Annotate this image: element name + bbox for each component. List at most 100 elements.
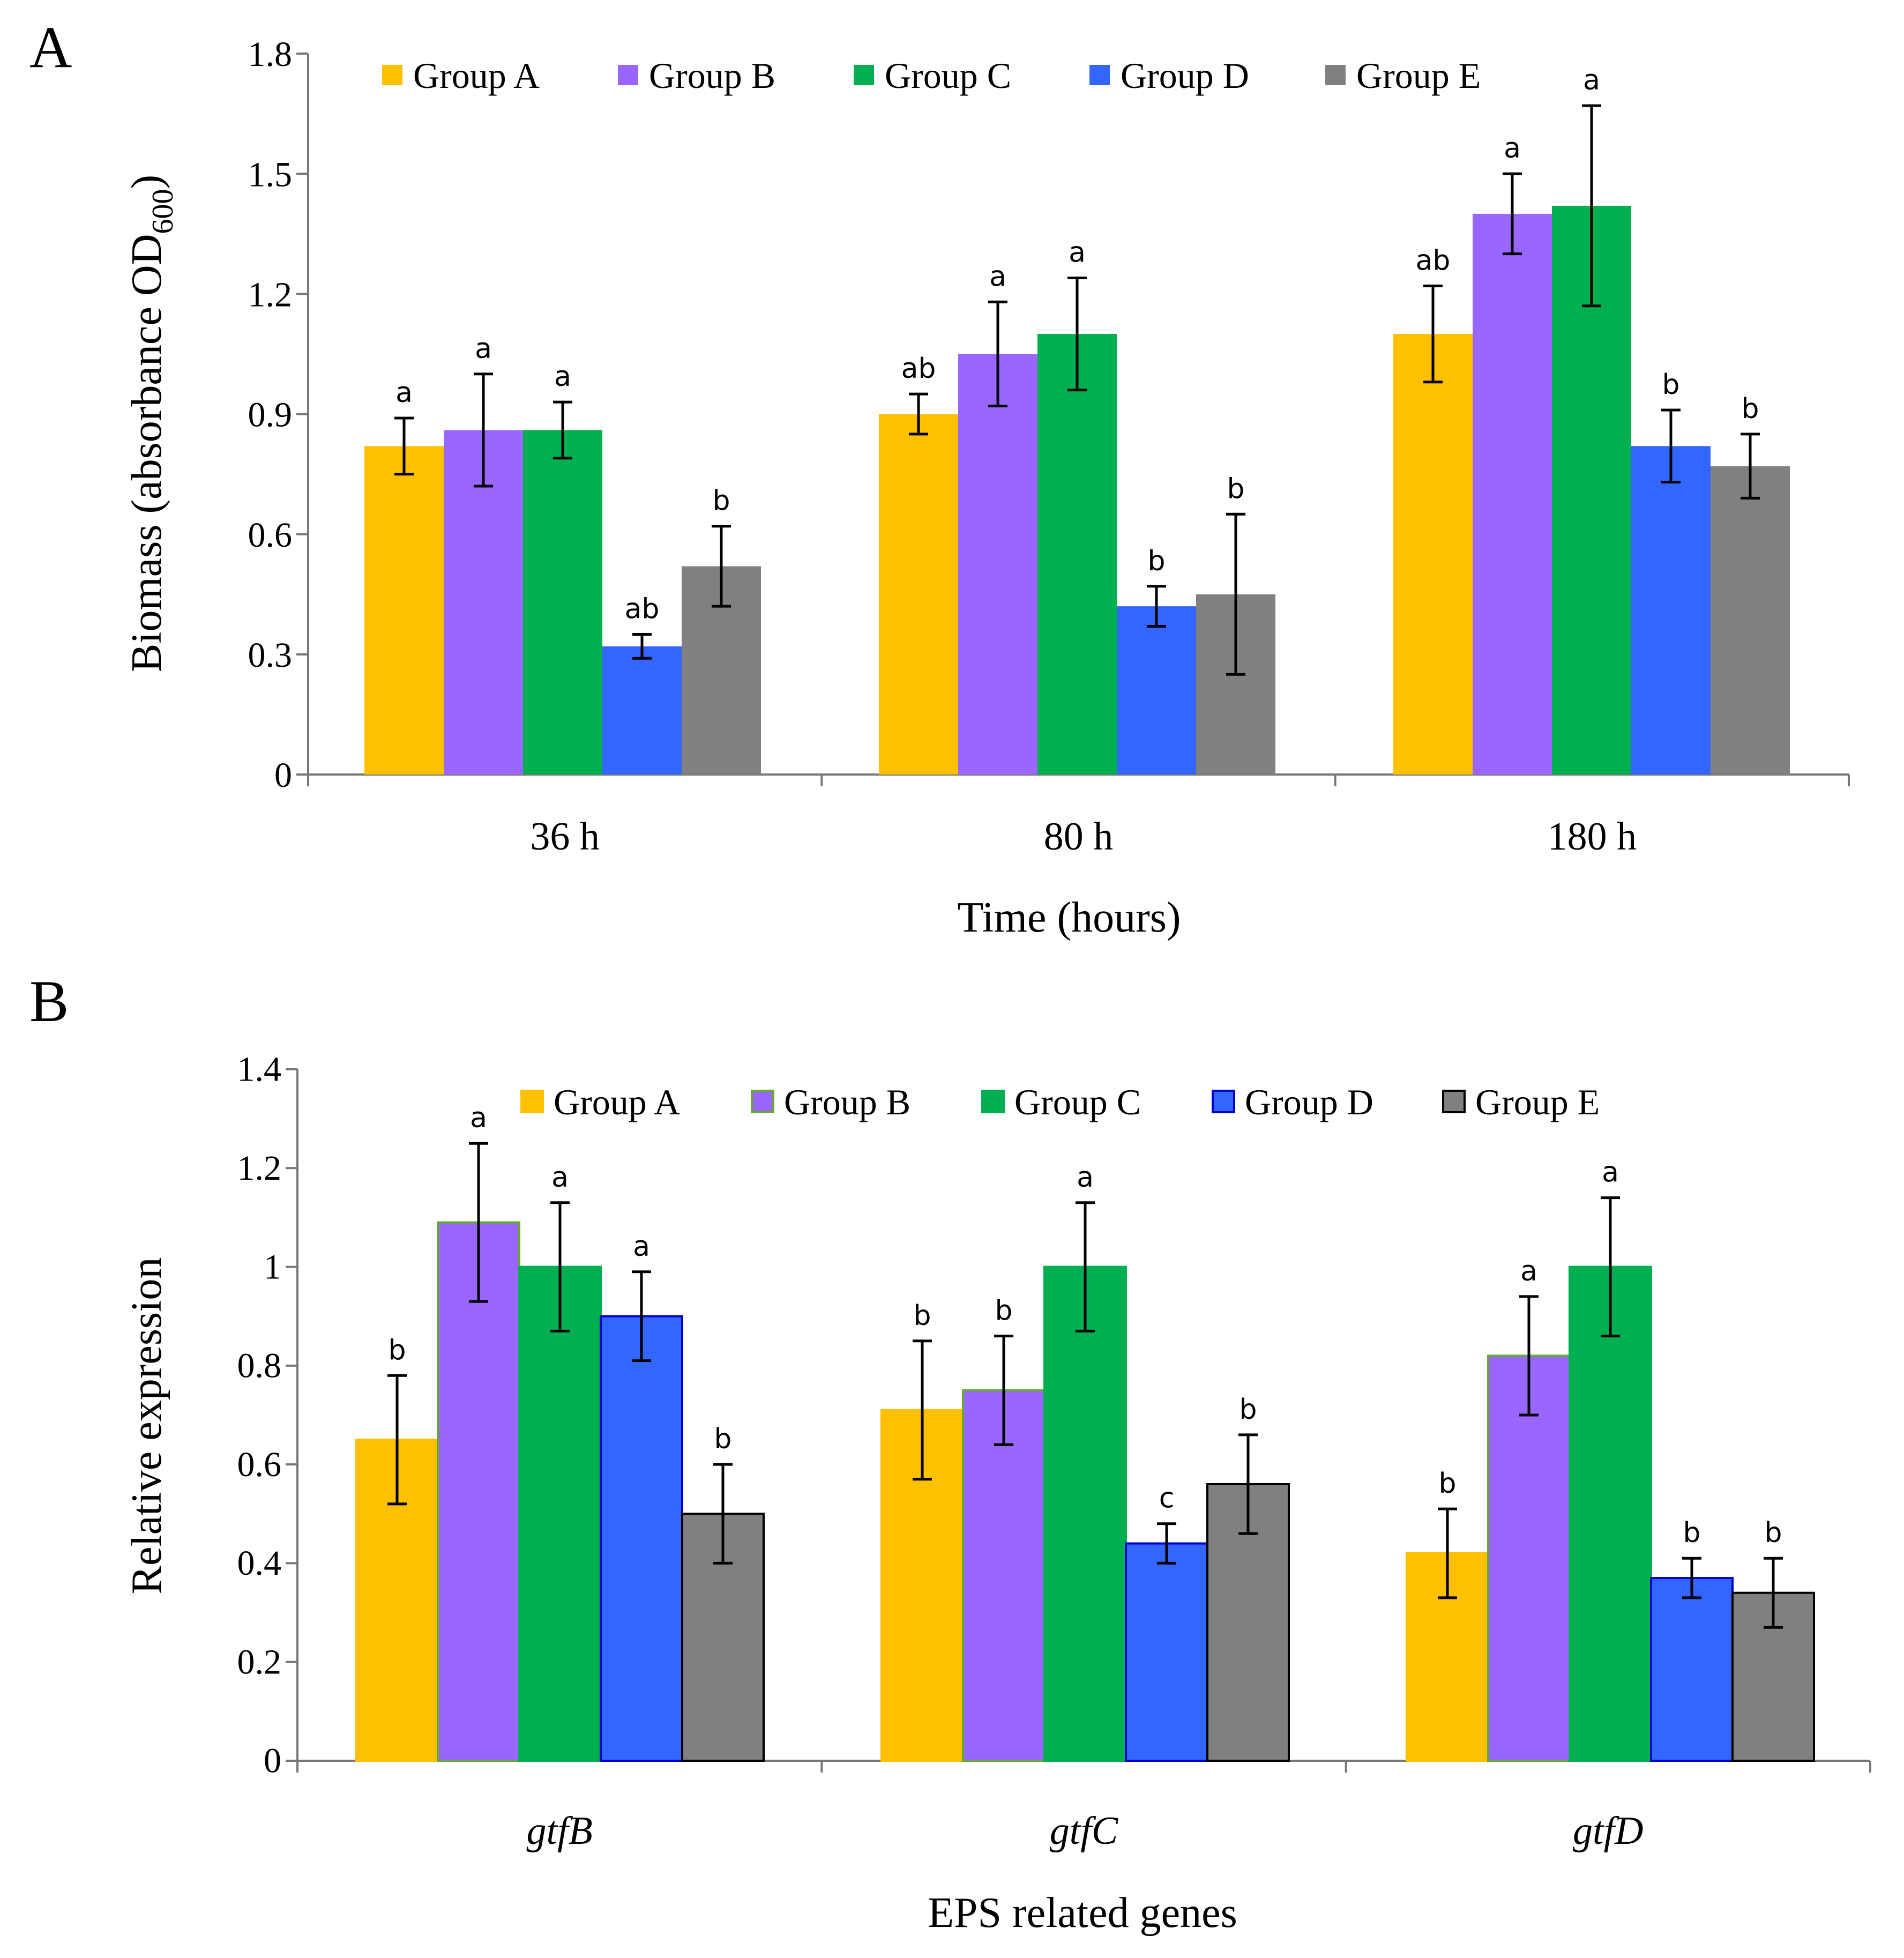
bar: [602, 646, 682, 775]
legend-swatch: [1442, 1090, 1466, 1113]
significance-label: b: [1147, 545, 1165, 577]
legend-swatch: [1089, 65, 1110, 85]
x-tick-label: gtfC: [1050, 1809, 1119, 1853]
legend-swatch: [382, 65, 402, 85]
significance-label: a: [989, 260, 1006, 293]
significance-label: b: [714, 1423, 731, 1455]
significance-label: b: [1662, 369, 1679, 401]
bar: [880, 1409, 964, 1762]
y-tick-label: 0: [274, 756, 292, 795]
legend-entry: Group E: [1475, 1082, 1600, 1122]
significance-label: a: [395, 377, 413, 409]
significance-label: b: [388, 1334, 406, 1366]
bar: [523, 430, 602, 775]
significance-label: c: [1159, 1483, 1175, 1515]
bar: [958, 354, 1037, 775]
y-tick-label: 1.2: [248, 275, 293, 314]
significance-label: ab: [901, 353, 936, 385]
significance-label: b: [913, 1300, 931, 1332]
legend-entry: Group D: [1245, 1082, 1373, 1122]
bar: [879, 414, 958, 775]
bar: [1631, 446, 1711, 775]
bar: [962, 1389, 1046, 1762]
significance-label: a: [1077, 1162, 1094, 1194]
bar: [1711, 466, 1790, 775]
bar: [1393, 334, 1473, 775]
significance-label: b: [1239, 1394, 1257, 1426]
panel-b: B Relative expression EPS related genes …: [29, 969, 1871, 1937]
x-tick-label: 36 h: [530, 815, 600, 859]
legend-swatch: [981, 1090, 1005, 1113]
significance-label: a: [1069, 236, 1086, 269]
significance-label: a: [551, 1162, 569, 1194]
x-tick-label: gtfB: [527, 1809, 593, 1853]
significance-label: a: [1504, 132, 1521, 165]
bar: [1043, 1265, 1127, 1762]
y-tick-label: 0: [264, 1741, 281, 1781]
legend-entry: Group B: [784, 1082, 910, 1122]
bar: [518, 1265, 602, 1762]
significance-label: a: [1583, 64, 1600, 96]
y-axis-title-a-main: Biomass (absorbance OD: [123, 234, 170, 673]
y-tick-label: 1.8: [248, 35, 293, 74]
significance-label: ab: [625, 593, 660, 625]
bar: [1117, 606, 1196, 775]
y-axis-title-a-subscript: 600: [146, 189, 180, 234]
significance-label: a: [1602, 1157, 1619, 1189]
y-tick-label: 0.6: [237, 1445, 282, 1484]
legend-entry: Group B: [649, 55, 775, 96]
significance-label: b: [1741, 393, 1759, 425]
y-axis-title-b: Relative expression: [123, 1257, 170, 1595]
bar: [1037, 334, 1117, 775]
legend-swatch: [1325, 65, 1346, 85]
y-tick-label: 0.3: [248, 636, 293, 675]
x-axis-title-b: EPS related genes: [928, 1889, 1237, 1937]
legend-swatch: [1212, 1090, 1235, 1113]
bar: [437, 1221, 520, 1762]
bar: [364, 446, 444, 775]
significance-label: ab: [1416, 244, 1451, 277]
legend-entry: Group C: [1014, 1082, 1141, 1122]
bar: [1487, 1354, 1571, 1762]
bar: [1569, 1265, 1652, 1762]
x-tick-label: 80 h: [1044, 815, 1114, 859]
legend-entry: Group E: [1356, 55, 1481, 96]
bar: [600, 1315, 683, 1762]
y-tick-label: 0.2: [237, 1642, 282, 1681]
y-tick-label: 1.4: [237, 1050, 282, 1089]
y-tick-label: 1: [264, 1247, 281, 1286]
y-axis-title-a-close: ): [123, 175, 170, 189]
significance-label: a: [1520, 1255, 1537, 1287]
significance-label: b: [995, 1295, 1012, 1327]
y-tick-label: 0.4: [237, 1544, 282, 1583]
legend-swatch: [520, 1090, 544, 1113]
legend-entry: Group A: [554, 1082, 680, 1122]
legend-swatch: [854, 65, 874, 85]
bar: [1473, 213, 1552, 775]
bar: [1650, 1577, 1734, 1762]
significance-label: a: [633, 1231, 650, 1263]
legend-entry: Group A: [413, 55, 540, 96]
legend-entry: Group D: [1121, 55, 1249, 96]
legend-swatch: [618, 65, 638, 85]
x-axis-title-a: Time (hours): [957, 894, 1181, 941]
y-tick-label: 0.8: [237, 1346, 282, 1386]
y-tick-label: 1.5: [248, 155, 293, 194]
significance-label: b: [1683, 1517, 1700, 1549]
panel-label-a: A: [29, 14, 72, 80]
significance-label: b: [1764, 1517, 1782, 1549]
x-tick-label: gtfD: [1573, 1809, 1644, 1853]
legend-entry: Group C: [885, 55, 1011, 96]
panel-a: A Biomass (absorbance OD600) Time (hours…: [29, 14, 1850, 941]
panel-label-b: B: [29, 969, 69, 1034]
significance-label: a: [554, 361, 571, 393]
significance-label: b: [1438, 1468, 1456, 1500]
y-tick-label: 1.2: [237, 1149, 282, 1188]
y-tick-label: 0.9: [248, 396, 293, 435]
significance-label: a: [475, 333, 492, 365]
x-tick-label: 180 h: [1548, 815, 1637, 859]
significance-label: b: [712, 485, 730, 517]
significance-label: a: [470, 1102, 487, 1134]
bar: [1125, 1542, 1208, 1762]
